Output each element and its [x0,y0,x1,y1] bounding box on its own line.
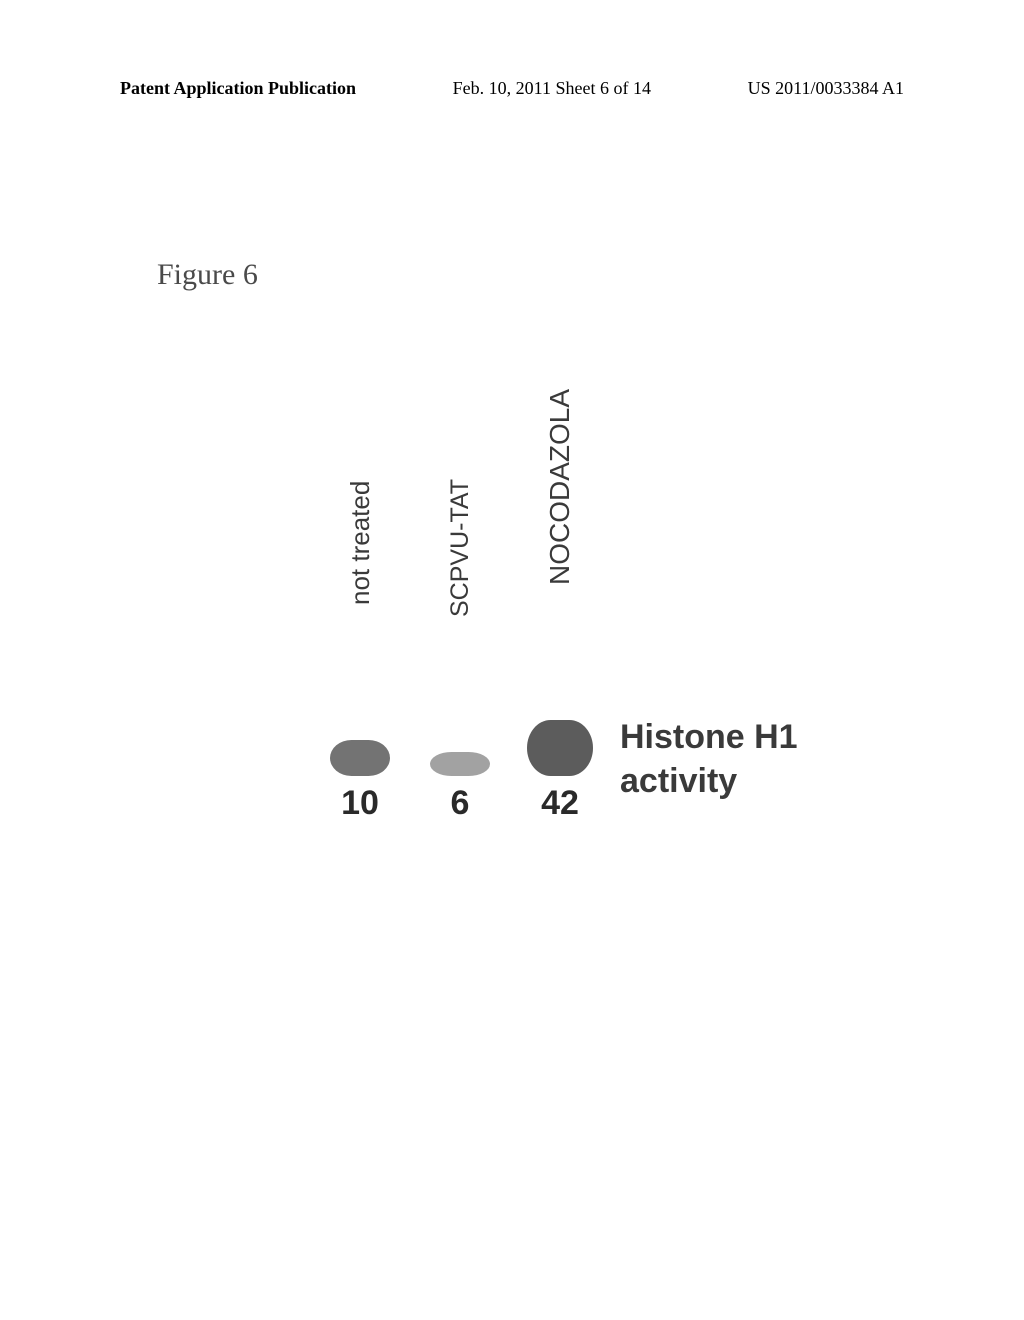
blot-nocodazola [527,720,593,776]
column-label: SCPVU-TAT [320,587,600,617]
column-not-treated: not treated 10 [310,450,410,823]
blot-scpvu-tat [430,752,490,776]
page-header: Patent Application Publication Feb. 10, … [0,78,1024,99]
header-left: Patent Application Publication [120,78,356,99]
column-scpvu-tat: SCPVU-TAT 6 [410,462,510,823]
side-label-activity: activity [620,759,798,803]
column-value: 10 [341,784,379,823]
figure-container: not treated 10 SCPVU-TAT 6 NOCODAZOLA 42… [310,430,910,823]
header-right: US 2011/0033384 A1 [748,78,904,99]
side-label-histone: Histone H1 [620,715,798,759]
side-labels: Histone H1 activity [620,715,798,803]
columns-row: not treated 10 SCPVU-TAT 6 NOCODAZOLA 42 [310,430,910,823]
figure-title: Figure 6 [157,258,258,292]
header-center: Feb. 10, 2011 Sheet 6 of 14 [453,78,651,99]
column-nocodazola: NOCODAZOLA 42 [510,430,610,823]
blot-not-treated [330,740,390,776]
column-label: NOCODAZOLA [420,555,700,585]
column-value: 6 [451,784,470,823]
column-value: 42 [541,784,579,823]
